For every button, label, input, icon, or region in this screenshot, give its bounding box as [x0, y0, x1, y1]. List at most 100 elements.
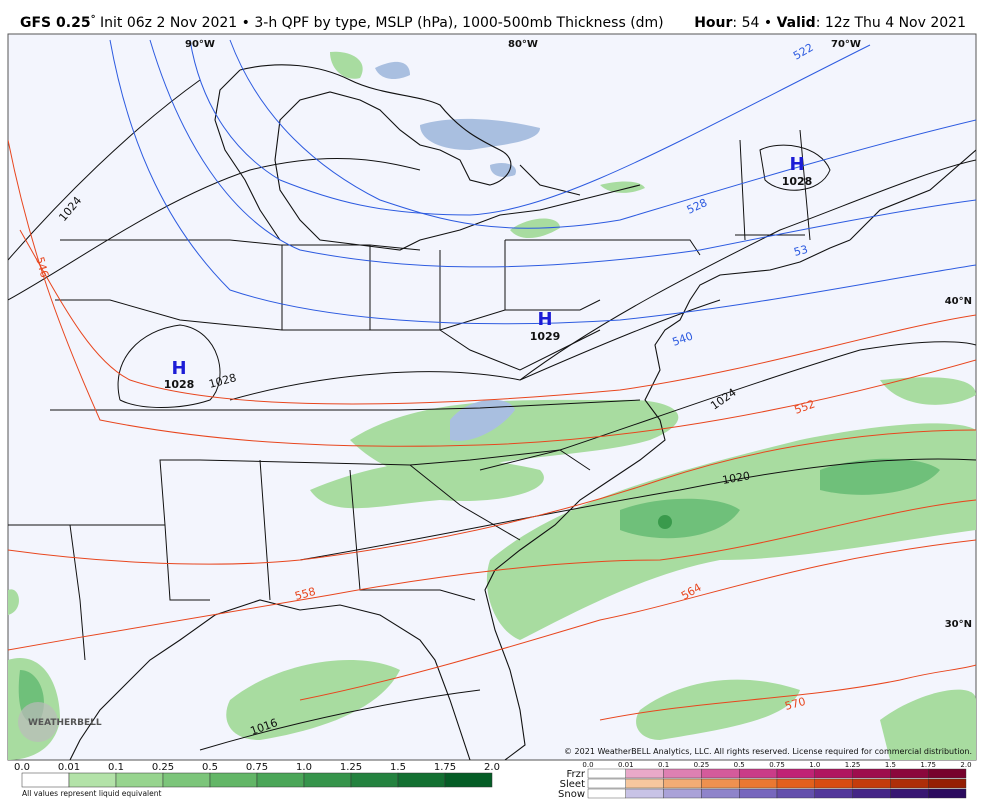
type-label: Frzr [567, 769, 586, 780]
type-tick-label: 0.5 [734, 761, 745, 769]
precip-heavy [658, 515, 672, 529]
qpf-tick-label: 1.25 [340, 762, 362, 773]
type-tick-label: 0.0 [582, 761, 593, 769]
snow [375, 61, 540, 441]
title: Init 06z 2 Nov 2021 • 3-h QPF by type, M… [96, 15, 664, 31]
longitude-label: 80°W [508, 39, 538, 50]
qpf-tick-label: 1.75 [434, 762, 456, 773]
high-symbol: H [537, 309, 552, 330]
type-swatch [890, 778, 929, 789]
type-swatch [701, 788, 740, 799]
type-swatch [701, 778, 740, 789]
qpf-tick-label: 0.01 [58, 762, 80, 773]
type-swatch [739, 778, 778, 789]
type-tick-label: 0.75 [769, 761, 785, 769]
type-tick-label: 1.25 [845, 761, 861, 769]
type-swatch [928, 788, 967, 799]
qpf-swatch [209, 772, 258, 788]
qpf-swatch [444, 772, 493, 788]
type-swatch [625, 768, 664, 779]
header-left: GFS 0.25° Init 06z 2 Nov 2021 • 3-h QPF … [20, 14, 664, 31]
qpf-swatch [115, 772, 164, 788]
type-swatch [625, 778, 664, 789]
type-swatch [587, 788, 626, 799]
qpf-swatch [68, 772, 117, 788]
type-swatch [814, 778, 853, 789]
thickness-label: 53 [792, 243, 809, 259]
type-tick-label: 1.0 [809, 761, 820, 769]
type-swatch [739, 788, 778, 799]
latitude-label: 30°N [945, 619, 972, 630]
valid-label: Valid [777, 15, 816, 31]
type-swatch [852, 768, 891, 779]
qpf-tick-label: 0.0 [14, 762, 30, 773]
type-swatch [776, 788, 815, 799]
qpf-swatch [162, 772, 211, 788]
type-label: Snow [558, 789, 585, 800]
type-swatch [587, 778, 626, 789]
qpf-tick-label: 0.5 [202, 762, 218, 773]
type-tick-label: 0.01 [618, 761, 634, 769]
latitude-label: 40°N [945, 296, 972, 307]
qpf-tick-label: 0.25 [152, 762, 174, 773]
hour-value: : 54 • [732, 15, 776, 31]
copyright: © 2021 WeatherBELL Analytics, LLC. All r… [564, 747, 972, 756]
high-pressure: 1029 [530, 330, 561, 343]
type-swatch [814, 768, 853, 779]
qpf-tick-label: 1.5 [390, 762, 406, 773]
qpf-tick-label: 2.0 [484, 762, 500, 773]
type-tick-label: 2.0 [960, 761, 971, 769]
map: 90°W 80°W 70°W 40°N 30°N H 1028 H 1029 H… [7, 33, 977, 761]
thickness-label: 546 [33, 255, 51, 279]
qpf-tick-label: 1.0 [296, 762, 312, 773]
type-swatch [776, 778, 815, 789]
type-swatch [928, 768, 967, 779]
type-swatch [663, 788, 702, 799]
high-pressure: 1028 [164, 378, 195, 391]
type-swatch [890, 768, 929, 779]
type-swatch [625, 788, 664, 799]
legend-note: All values represent liquid equivalent [22, 789, 161, 798]
qpf-swatch [256, 772, 305, 788]
isobar-label: 1020 [721, 469, 751, 487]
type-swatch [776, 768, 815, 779]
type-tick-label: 0.25 [694, 761, 710, 769]
logo: WEATHERBELL [28, 718, 102, 728]
type-swatch [852, 788, 891, 799]
thickness-lines [8, 39, 976, 721]
qpf-swatch [397, 772, 446, 788]
coastlines [69, 64, 976, 760]
hour-label: Hour [694, 15, 732, 31]
longitude-label: 70°W [831, 39, 861, 50]
degree: ° [91, 14, 96, 25]
longitude-label: 90°W [185, 39, 215, 50]
type-tick-label: 1.5 [885, 761, 896, 769]
qpf-swatch [350, 772, 399, 788]
type-swatch [928, 778, 967, 789]
type-swatch [663, 768, 702, 779]
isobars [8, 79, 976, 751]
header-right: Hour: 54 • Valid: 12z Thu 4 Nov 2021 [694, 15, 966, 31]
type-swatch [701, 768, 740, 779]
thickness-label: 558 [293, 585, 317, 603]
model: GFS 0.25 [20, 15, 91, 31]
legend: All values represent liquid equivalent 0… [14, 761, 972, 800]
high-symbol: H [789, 154, 804, 175]
type-swatch [814, 788, 853, 799]
qpf-swatch [21, 772, 70, 788]
high-symbol: H [171, 358, 186, 379]
type-swatch [739, 768, 778, 779]
type-tick-label: 0.1 [658, 761, 669, 769]
type-swatch [852, 778, 891, 789]
logo-globe [18, 702, 58, 742]
type-label: Sleet [560, 779, 585, 790]
map-frame [7, 33, 977, 761]
qpf-swatch [303, 772, 352, 788]
valid-value: : 12z Thu 4 Nov 2021 [816, 15, 966, 31]
type-swatch [663, 778, 702, 789]
qpf-tick-label: 0.75 [246, 762, 268, 773]
type-swatch [890, 788, 929, 799]
type-tick-label: 1.75 [920, 761, 936, 769]
type-swatch [587, 768, 626, 779]
